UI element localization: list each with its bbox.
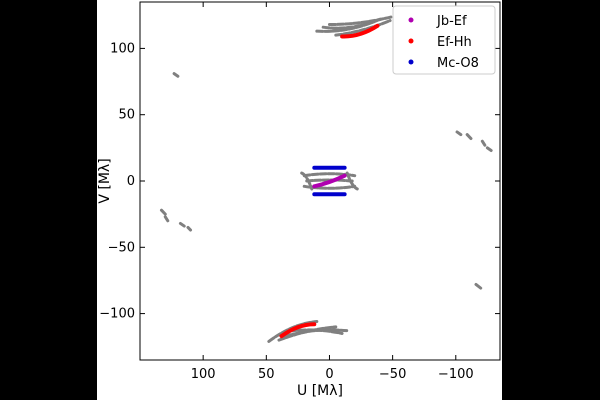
- y-tick-label: 100: [110, 41, 135, 56]
- background-track: [302, 172, 357, 178]
- series-track: [312, 173, 347, 189]
- series-track: [340, 23, 380, 39]
- series-track: [279, 322, 317, 339]
- background-track: [334, 19, 392, 37]
- background-tracks: [159, 15, 493, 343]
- background-track: [300, 171, 314, 191]
- background-track: [159, 208, 167, 216]
- axis-ticks: 100 50 0 −50 −100 100 50 0 −50 −100: [99, 2, 500, 382]
- y-tick-label: −50: [108, 240, 135, 255]
- y-tick-label: 0: [127, 174, 135, 189]
- background-track: [465, 133, 473, 141]
- background-track: [302, 184, 357, 190]
- background-track: [277, 325, 338, 342]
- background-track: [345, 171, 359, 191]
- legend-marker: [408, 38, 414, 44]
- x-tick-label: 50: [258, 367, 275, 382]
- legend-label: Mc-O8: [437, 56, 479, 71]
- y-tick-label: 50: [118, 108, 135, 123]
- background-track: [474, 282, 483, 290]
- background-track: [290, 328, 344, 335]
- background-track: [480, 139, 487, 147]
- legend-marker: [408, 59, 414, 65]
- background-track: [485, 146, 493, 153]
- x-axis-label: U [Mλ]: [297, 383, 343, 399]
- background-track: [321, 20, 376, 30]
- legend-label: Ef-Hh: [437, 35, 472, 50]
- y-tick-label: −100: [99, 307, 135, 322]
- background-track: [172, 72, 180, 78]
- background-track: [163, 215, 170, 223]
- legend-marker: [408, 17, 414, 23]
- legend-label: Jb-Ef: [436, 14, 467, 29]
- background-track: [327, 15, 395, 27]
- series-tracks: [279, 23, 380, 339]
- background-track: [186, 225, 193, 232]
- y-axis-label: V [Mλ]: [97, 158, 113, 203]
- legend: Jb-Ef Ef-Hh Mc-O8: [392, 5, 496, 75]
- x-tick-label: 100: [191, 367, 216, 382]
- figure: 100 50 0 −50 −100 100 50 0 −50 −100 U [Mλ] V [Mλ]…: [97, 0, 502, 400]
- x-tick-label: 0: [325, 367, 333, 382]
- legend-box: [392, 5, 496, 75]
- x-tick-label: −100: [438, 367, 474, 382]
- uv-coverage-chart: 100 50 0 −50 −100 100 50 0 −50 −100 U [Mλ] V [Mλ]…: [97, 1, 501, 399]
- x-tick-label: −50: [379, 367, 406, 382]
- background-track: [178, 221, 186, 228]
- background-track: [455, 130, 463, 137]
